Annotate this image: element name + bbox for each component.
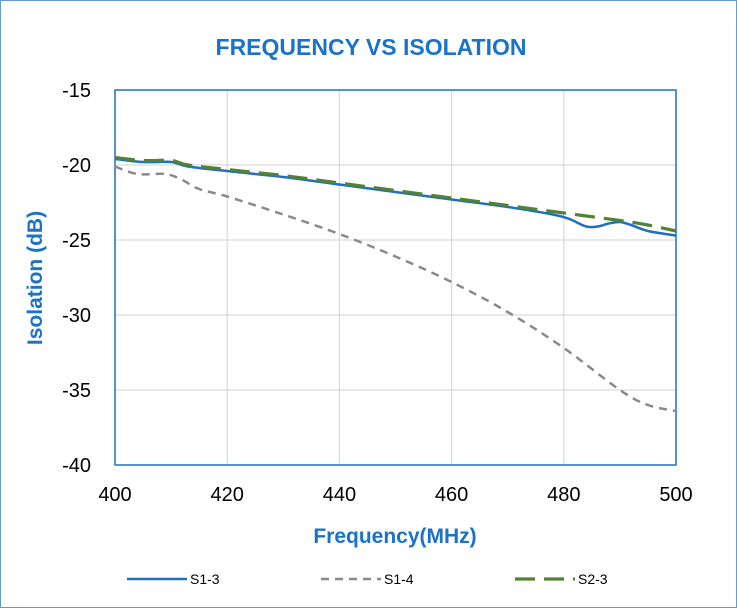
series-layer: [114, 155, 677, 413]
series-line-s1-3: [114, 157, 677, 237]
legend-label-s1-3: S1-3: [190, 571, 220, 587]
series-line-s1-4: [114, 165, 677, 413]
x-tick-label: 480: [547, 484, 580, 506]
y-tick-label: -25: [62, 230, 91, 252]
series-line-s2-3: [114, 155, 677, 233]
x-tick-label: 440: [323, 484, 356, 506]
x-tick-label: 400: [98, 484, 131, 506]
y-tick-label: -20: [62, 155, 91, 177]
x-tick-label: 420: [211, 484, 244, 506]
y-tick-label: -40: [62, 455, 91, 477]
x-axis-title: Frequency(MHz): [313, 525, 476, 548]
y-axis-title: Isolation (dB): [24, 211, 47, 345]
plot-area: [114, 89, 677, 466]
chart-title: FREQUENCY VS ISOLATION: [216, 34, 527, 60]
y-tick-label: -30: [62, 305, 91, 327]
y-tick-label: -15: [62, 80, 91, 102]
tick-labels: 400 420 440 460 480 500 -15 -20 -25 -30 -35 -40: [62, 80, 693, 506]
y-tick-label: -35: [62, 380, 91, 402]
x-tick-label: 500: [659, 484, 692, 506]
legend-label-s1-4: S1-4: [384, 571, 414, 587]
grid-layer: [115, 90, 676, 465]
x-tick-label: 460: [435, 484, 468, 506]
legend: S1-3 S1-4 S2-3: [127, 571, 608, 587]
legend-label-s2-3: S2-3: [578, 571, 608, 587]
